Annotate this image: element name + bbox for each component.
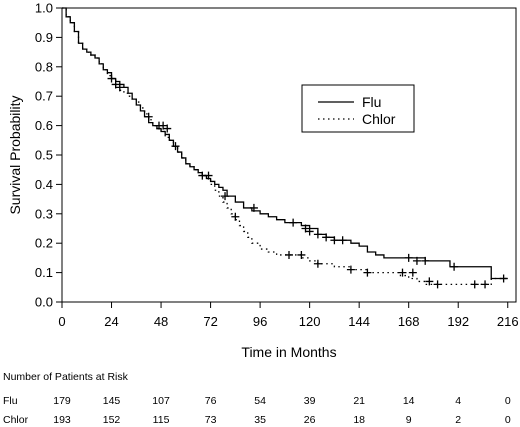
risk-value: 145: [103, 395, 121, 407]
x-tick-label: 72: [203, 314, 217, 329]
censor-mark-chlor: [481, 280, 490, 289]
y-tick-label: 0.1: [35, 265, 53, 280]
censor-mark-chlor: [408, 268, 417, 277]
x-tick-label: 120: [299, 314, 321, 329]
risk-value: 14: [403, 395, 415, 407]
risk-row-label-flu: Flu: [3, 395, 18, 407]
y-tick-label: 0.2: [35, 236, 53, 251]
x-tick-label: 48: [154, 314, 168, 329]
risk-value: 0: [505, 395, 511, 407]
y-tick-label: 0.6: [35, 118, 53, 133]
x-tick-label: 96: [253, 314, 267, 329]
y-axis-title: Survival Probability: [7, 95, 23, 214]
risk-value: 152: [103, 414, 121, 426]
x-tick-label: 192: [447, 314, 469, 329]
x-tick-label: 0: [58, 314, 65, 329]
risk-value: 35: [254, 414, 266, 426]
x-tick-label: 168: [398, 314, 420, 329]
risk-value: 4: [455, 395, 461, 407]
risk-value: 21: [353, 395, 365, 407]
censor-mark-flu: [305, 227, 314, 236]
censor-mark-chlor: [115, 83, 124, 92]
censor-mark-flu: [301, 224, 310, 233]
risk-value: 115: [153, 414, 170, 426]
risk-value: 2: [455, 414, 461, 426]
censor-mark-flu: [330, 236, 339, 245]
y-tick-label: 0.7: [35, 89, 53, 104]
censor-mark-chlor: [297, 250, 306, 259]
x-tick-label: 216: [497, 314, 519, 329]
censor-mark-chlor: [433, 280, 442, 289]
legend: Flu Chlor: [301, 84, 415, 133]
y-tick-label: 1.0: [35, 1, 53, 16]
censor-mark-chlor: [313, 259, 322, 268]
censor-mark-flu: [163, 124, 172, 133]
x-axis-title: Time in Months: [241, 344, 336, 360]
censor-mark-flu: [313, 230, 322, 239]
censor-mark-chlor: [346, 265, 355, 274]
censor-mark-flu: [338, 236, 347, 245]
risk-value: 0: [505, 414, 511, 426]
risk-value: 54: [254, 395, 266, 407]
censor-mark-chlor: [425, 277, 434, 286]
y-tick-label: 0.3: [35, 206, 53, 221]
y-tick-label: 0.5: [35, 148, 53, 163]
censor-mark-chlor: [107, 74, 116, 83]
censor-mark-flu: [421, 256, 430, 265]
censor-mark-flu: [412, 256, 421, 265]
censor-mark-flu: [322, 233, 331, 242]
risk-value: 39: [304, 395, 316, 407]
censor-mark-flu: [249, 203, 258, 212]
y-tick-label: 0.0: [35, 295, 53, 310]
risk-value: 193: [53, 414, 71, 426]
series-layer: [62, 7, 508, 289]
y-tick-label: 0.9: [35, 30, 53, 45]
censor-mark-flu: [450, 262, 459, 271]
censor-mark-chlor: [231, 212, 240, 221]
axes: 0.0 0.1 0.2 0.3 0.4 0.5 0.6 0.7 0.8 0.9 1.0 0 24 48 72…: [35, 1, 519, 330]
legend-box: [301, 84, 415, 133]
risk-value: 76: [205, 395, 217, 407]
risk-value: 26: [304, 414, 316, 426]
censor-mark-chlor: [285, 250, 293, 259]
y-tick-label: 0.4: [35, 177, 53, 192]
risk-value: 73: [205, 414, 217, 426]
censor-mark-chlor: [363, 268, 372, 277]
censor-mark-flu: [221, 192, 230, 201]
censor-mark-chlor: [470, 280, 479, 289]
risk-value: 9: [406, 414, 412, 426]
series-line-flu: [62, 7, 508, 280]
legend-label-flu: Flu: [362, 94, 381, 110]
risk-table: Number of Patients at Risk Flu Chlor 179…: [3, 371, 511, 426]
x-tick-label: 144: [348, 314, 370, 329]
risk-value: 107: [152, 395, 170, 407]
x-tick-label: 24: [104, 314, 118, 329]
risk-values: 179 145 107 76 54 39 21 14 4 0 193 152 115 73 35 26 18 9 2…: [53, 395, 511, 426]
censor-mark-flu: [159, 121, 168, 130]
risk-row-label-chlor: Chlor: [3, 414, 29, 426]
censor-mark-flu: [289, 218, 298, 227]
censor-mark-flu: [404, 253, 413, 262]
risk-table-heading: Number of Patients at Risk: [3, 371, 129, 383]
censor-mark-chlor: [171, 142, 180, 151]
risk-value: 179: [53, 395, 71, 407]
series-line-chlor: [62, 7, 508, 286]
y-tick-label: 0.8: [35, 59, 53, 74]
legend-label-chlor: Chlor: [362, 111, 396, 127]
risk-value: 18: [353, 414, 365, 426]
censor-mark-chlor: [398, 268, 407, 277]
